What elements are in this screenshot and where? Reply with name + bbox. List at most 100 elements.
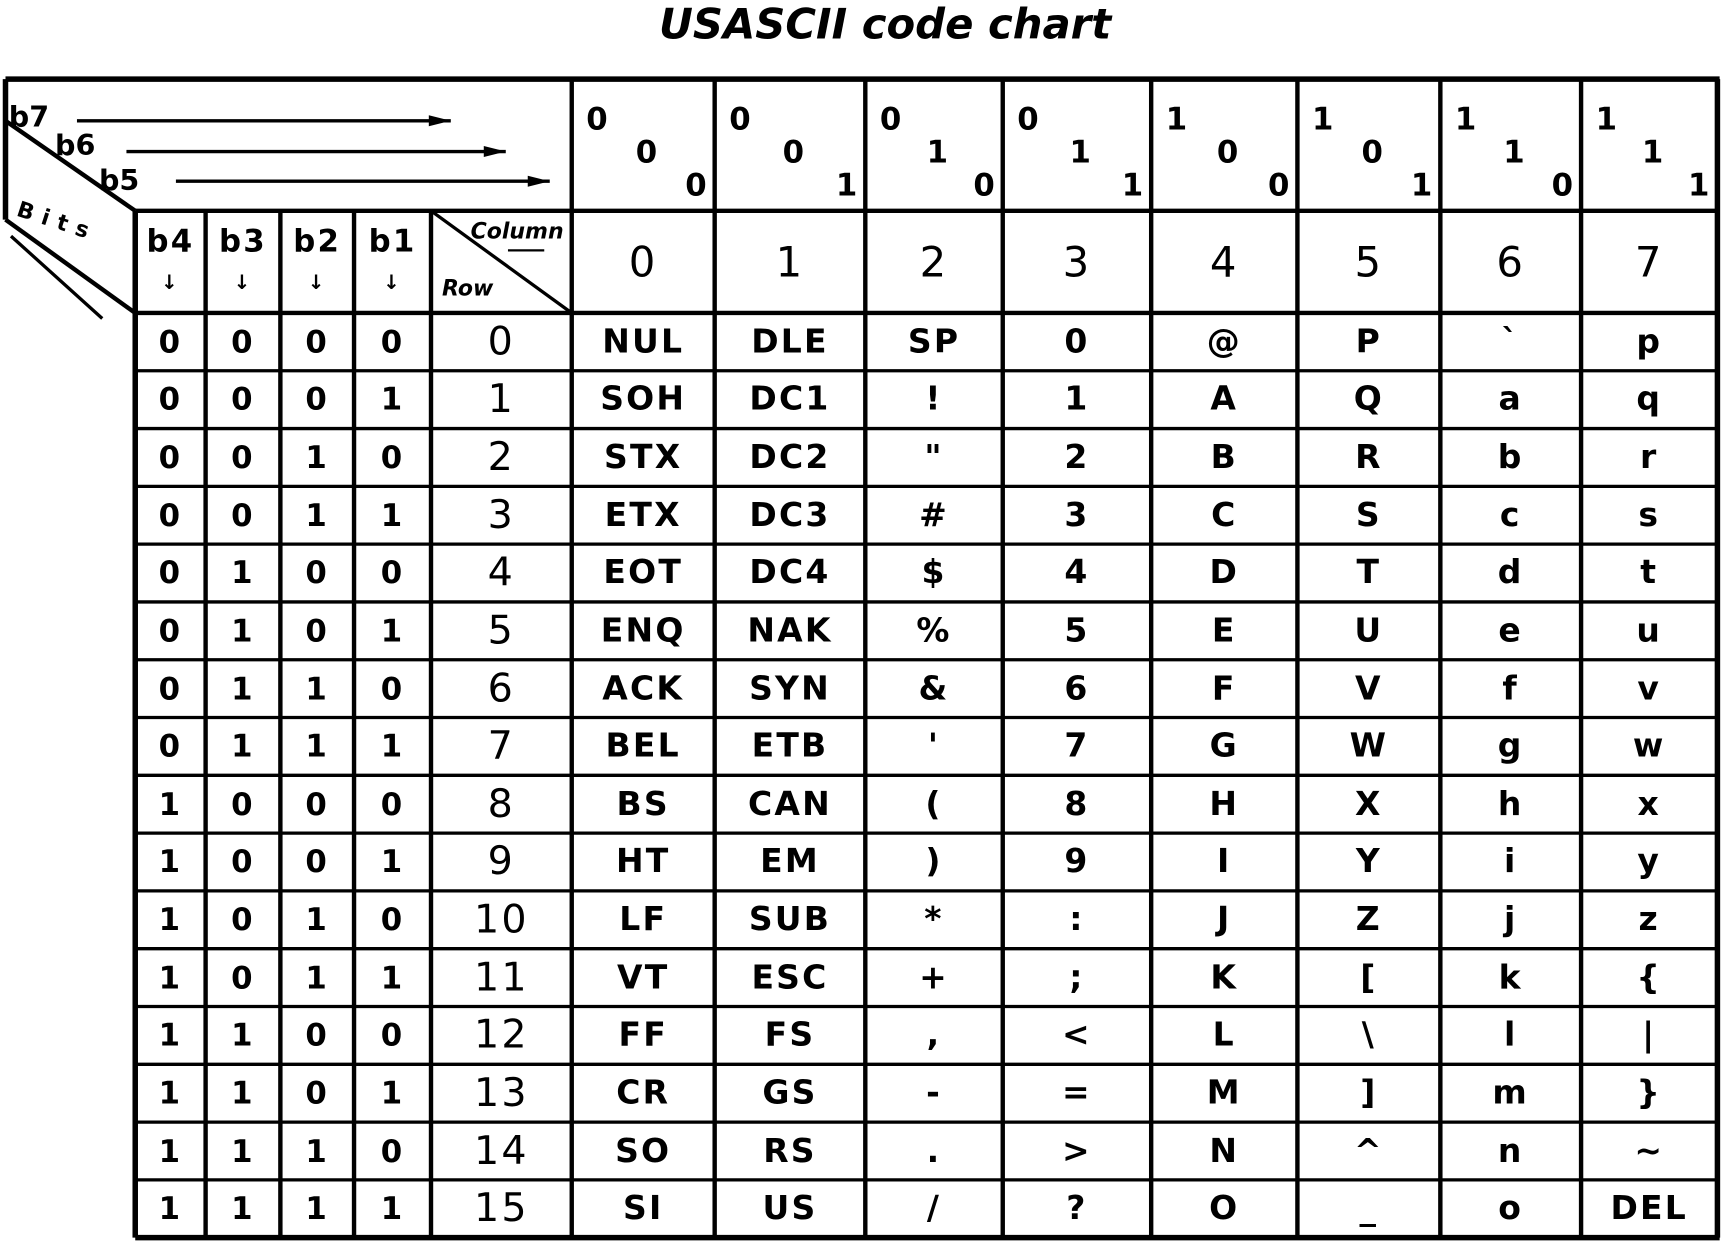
character-cell: VT <box>616 958 670 997</box>
row-bit: 0 <box>231 843 255 881</box>
row-number: 0 <box>487 319 516 365</box>
column-bit: 0 <box>729 100 753 137</box>
character-cell: O <box>1209 1189 1240 1228</box>
row-bit: 0 <box>305 786 330 823</box>
row-bit: 1 <box>158 901 183 938</box>
row-number: 4 <box>487 550 516 596</box>
character-cell: M <box>1206 1073 1242 1113</box>
character-cell: ' <box>927 727 941 766</box>
character-cell: ( <box>925 785 943 824</box>
character-cell: 5 <box>1064 611 1090 651</box>
column-bit: 0 <box>685 166 709 203</box>
character-cell: F <box>1211 669 1237 708</box>
character-cell: 8 <box>1064 785 1090 824</box>
character-cell: : <box>1069 900 1085 940</box>
character-cell: Z <box>1355 900 1382 940</box>
character-cell: DC3 <box>749 496 831 535</box>
character-cell: T <box>1356 553 1382 593</box>
row-bit: 0 <box>305 323 330 361</box>
character-cell: FS <box>764 1016 816 1055</box>
row-bit: 0 <box>231 901 255 938</box>
character-cell: G <box>1209 727 1239 766</box>
row-bit: 1 <box>231 1075 255 1112</box>
character-cell: p <box>1636 322 1663 362</box>
row-bit: 0 <box>231 497 255 534</box>
character-cell: SI <box>622 1189 664 1228</box>
row-number: 15 <box>473 1186 529 1232</box>
character-cell: V <box>1355 669 1383 708</box>
row-bit: 1 <box>380 497 405 534</box>
character-cell: ) <box>925 842 943 882</box>
character-cell: 9 <box>1064 842 1090 882</box>
row-bit: 1 <box>305 728 330 765</box>
b5-label: b5 <box>98 164 140 198</box>
character-cell: # <box>919 496 949 535</box>
character-cell: SUB <box>748 900 832 940</box>
character-cell: h <box>1497 785 1524 824</box>
row-number: 10 <box>473 897 529 943</box>
row-number: 11 <box>473 955 529 1001</box>
character-cell: n <box>1497 1131 1524 1171</box>
row-bit: 1 <box>305 497 330 534</box>
character-cell: s <box>1638 496 1661 535</box>
character-cell: ETX <box>604 496 682 535</box>
row-bit: 0 <box>158 323 183 361</box>
row-bit: 1 <box>231 1017 255 1054</box>
character-cell: E <box>1211 611 1237 651</box>
row-bit: 1 <box>305 670 330 707</box>
character-cell: R <box>1355 438 1383 477</box>
row-bit: 0 <box>231 381 255 418</box>
column-bit: 0 <box>586 100 610 137</box>
row-bit: 0 <box>305 1075 330 1112</box>
row-bit: 1 <box>305 959 330 996</box>
character-cell: z <box>1638 900 1660 940</box>
character-cell: ENQ <box>600 611 686 651</box>
row-bit: 1 <box>158 1017 183 1054</box>
character-cell: DC4 <box>749 553 831 593</box>
row-bit: 0 <box>158 554 183 592</box>
column-bit: 1 <box>1688 166 1712 203</box>
row-bit: 1 <box>305 1190 330 1227</box>
character-cell: BEL <box>605 727 681 766</box>
character-cell: % <box>916 611 952 651</box>
row-bit: 0 <box>380 1017 405 1054</box>
character-cell: & <box>918 669 950 708</box>
row-bit: 0 <box>231 323 255 361</box>
row-bit: 0 <box>158 728 183 765</box>
character-cell: ` <box>1501 322 1521 362</box>
character-cell: NAK <box>747 611 833 651</box>
row-bit: 1 <box>158 843 183 881</box>
character-cell: GS <box>762 1073 818 1113</box>
column-bit: 0 <box>973 166 997 203</box>
column-bit: 0 <box>1216 133 1241 170</box>
column-number: 0 <box>628 237 658 287</box>
column-bit: 1 <box>1121 166 1146 203</box>
character-cell: A <box>1210 380 1239 419</box>
down-arrow-icon: ↓ <box>307 270 327 294</box>
character-cell: P <box>1355 322 1383 362</box>
character-cell: + <box>919 958 949 997</box>
character-cell: ! <box>925 380 943 419</box>
character-cell: , <box>926 1016 942 1055</box>
character-cell: m <box>1492 1073 1529 1113</box>
character-cell: I <box>1217 842 1232 882</box>
column-number: 4 <box>1209 237 1239 287</box>
character-cell: 7 <box>1064 727 1090 766</box>
character-cell: ^ <box>1353 1131 1384 1171</box>
row-number: 3 <box>487 492 516 538</box>
character-cell: HT <box>615 842 671 882</box>
character-cell: . <box>926 1131 942 1171</box>
character-cell: CR <box>616 1073 671 1113</box>
down-arrow-icon: ↓ <box>161 270 180 294</box>
column-number: 1 <box>775 237 805 287</box>
character-cell: " <box>924 438 944 477</box>
character-cell: = <box>1062 1073 1092 1113</box>
row-label: Row <box>441 274 494 301</box>
character-cell: ~ <box>1634 1131 1665 1171</box>
row-bit: 0 <box>380 786 405 823</box>
column-number: 5 <box>1354 237 1384 287</box>
character-cell: u <box>1636 611 1663 651</box>
character-cell: l <box>1503 1016 1518 1055</box>
